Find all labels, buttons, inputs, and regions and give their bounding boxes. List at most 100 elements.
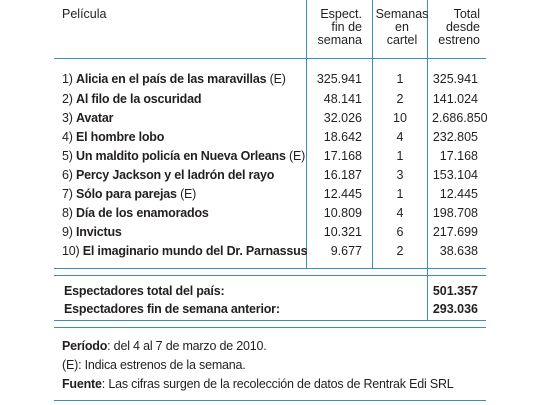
header-weekend-line-2: fin de (331, 20, 362, 34)
film-cell: 10) El imaginario mundo del Dr. Parnassu… (62, 244, 308, 258)
total-country-label: Espectadores total del país: (64, 284, 225, 298)
film-cell: 7) Sólo para parejas (E) (62, 187, 196, 201)
weekend-cell: 48.141 (323, 92, 362, 106)
film-title: Al filo de la oscuridad (76, 92, 202, 106)
total-cell: 153.104 (432, 168, 478, 182)
weeks-cell: 4 (396, 130, 404, 144)
rank: 6) (62, 168, 73, 182)
film-cell: 4) El hombre lobo (62, 130, 164, 144)
film-cell: 9) Invictus (62, 225, 122, 239)
film-cell: 6) Percy Jackson y el ladrón del rayo (62, 168, 274, 182)
rank: 2) (62, 92, 73, 106)
rank: 10) (62, 244, 80, 258)
period-note: Período: del 4 al 7 de marzo de 2010. (62, 339, 267, 353)
weeks-cell: 3 (396, 168, 404, 182)
table-row: 6) Percy Jackson y el ladrón del rayo 16… (54, 168, 486, 185)
film-title: El imaginario mundo del Dr. Parnassus (82, 244, 308, 258)
header-weekend-line-3: semana (317, 33, 362, 47)
header-weeks-line-2: en (395, 20, 409, 34)
premiere-mark: (E) (266, 72, 286, 86)
period-text: : del 4 al 7 de marzo de 2010. (107, 339, 267, 353)
weeks-cell: 1 (396, 72, 404, 86)
table-row: 4) El hombre lobo 18.642 4 232.805 (54, 130, 486, 147)
table-row: 8) Día de los enamorados 10.809 4 198.70… (54, 206, 486, 223)
weekend-cell: 17.168 (323, 149, 362, 163)
header-weeks-line-3: cartel (386, 33, 418, 47)
film-cell: 1) Alicia en el país de las maravillas (… (62, 72, 286, 86)
film-title: Un maldito policía en Nueva Orleans (76, 149, 286, 163)
total-country-value: 501.357 (432, 284, 478, 298)
header-weekend-line-1: Espect. (320, 7, 362, 21)
table-row: 2) Al filo de la oscuridad 48.141 2 141.… (54, 92, 486, 109)
rank: 1) (62, 72, 73, 86)
header-weeks-line-1: Semanas (375, 7, 429, 21)
column-divider-2 (372, 0, 373, 268)
premiere-mark: (E) (176, 187, 197, 201)
previous-weekend-row: Espectadores fin de semana anterior: 293… (54, 302, 486, 319)
column-divider-1 (306, 0, 307, 268)
total-cell: 217.699 (432, 225, 478, 239)
weekend-cell: 32.026 (323, 111, 362, 125)
table-row: 1) Alicia en el país de las maravillas (… (54, 72, 486, 89)
weeks-cell: 1 (396, 187, 404, 201)
film-cell: 8) Día de los enamorados (62, 206, 209, 220)
film-title: Percy Jackson y el ladrón del rayo (76, 168, 275, 182)
premiere-note: (E): Indica estrenos de la semana. (62, 358, 246, 372)
film-title: El hombre lobo (76, 130, 165, 144)
film-title: Día de los enamorados (76, 206, 209, 220)
header-weekend: Espect. fin de semana (300, 8, 362, 47)
total-cell: 2.686.850 (432, 111, 488, 125)
column-divider-3 (427, 0, 428, 320)
rank: 3) (62, 111, 73, 125)
weeks-cell: 2 (396, 244, 404, 258)
weekend-cell: 12.445 (323, 187, 362, 201)
header-film: Película (62, 7, 107, 21)
weekend-cell: 18.642 (323, 130, 362, 144)
weekend-cell: 10.321 (323, 225, 362, 239)
film-cell: 3) Avatar (62, 111, 113, 125)
totals-bottom-rule (54, 320, 486, 321)
total-cell: 232.805 (432, 130, 478, 144)
table-row: 9) Invictus 10.321 6 217.699 (54, 225, 486, 242)
header-rule (54, 58, 486, 59)
previous-weekend-value: 293.036 (432, 302, 478, 316)
rank: 4) (62, 130, 73, 144)
source-label: Fuente (62, 377, 102, 391)
footer-bottom-rule (54, 400, 486, 401)
period-label: Período (62, 339, 108, 353)
total-cell: 17.168 (439, 149, 478, 163)
film-title: Alicia en el país de las maravillas (76, 72, 267, 86)
table-row: 10) El imaginario mundo del Dr. Parnassu… (54, 244, 486, 261)
weekend-cell: 10.809 (323, 206, 362, 220)
totals-top-rule (54, 275, 486, 276)
weeks-cell: 10 (393, 111, 407, 125)
table-row: 3) Avatar 32.026 10 2.686.850 (54, 111, 488, 128)
total-cell: 12.445 (439, 187, 478, 201)
weekend-cell: 9.677 (330, 244, 362, 258)
table-bottom-rule (54, 268, 486, 269)
weeks-cell: 1 (396, 149, 404, 163)
header-weeks: Semanas en cartel (372, 8, 432, 47)
film-title: Invictus (76, 225, 122, 239)
premiere-mark: (E) (285, 149, 306, 163)
weeks-cell: 2 (396, 92, 404, 106)
total-country-row: Espectadores total del país: 501.357 (54, 284, 486, 301)
footer-top-rule (54, 327, 486, 328)
rank: 8) (62, 206, 73, 220)
weekend-cell: 325.941 (316, 72, 362, 86)
weekend-cell: 16.187 (323, 168, 362, 182)
weeks-cell: 4 (396, 206, 404, 220)
film-title: Avatar (76, 111, 114, 125)
header-total-line-1: Total (453, 7, 480, 21)
film-cell: 2) Al filo de la oscuridad (62, 92, 201, 106)
header-total-line-3: estreno (438, 33, 480, 47)
rank: 5) (62, 149, 73, 163)
total-cell: 198.708 (432, 206, 478, 220)
header-total-line-2: desde (445, 20, 480, 34)
total-cell: 325.941 (432, 72, 478, 86)
total-cell: 141.024 (432, 92, 478, 106)
weeks-cell: 6 (396, 225, 404, 239)
previous-weekend-label: Espectadores fin de semana anterior: (64, 302, 280, 316)
total-cell: 38.638 (439, 244, 478, 258)
film-title: Sólo para parejas (76, 187, 177, 201)
